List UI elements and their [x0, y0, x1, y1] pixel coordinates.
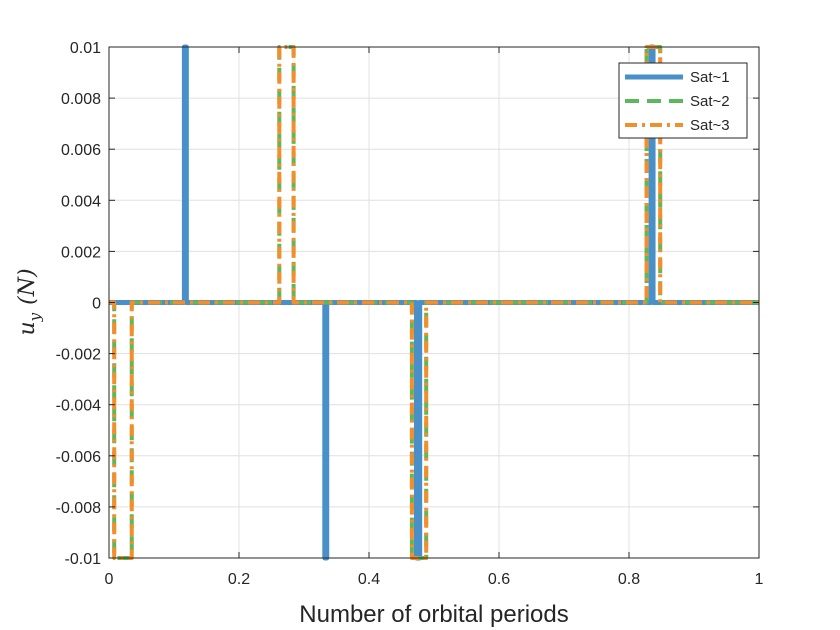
x-tick-label: 0	[105, 571, 114, 588]
legend: Sat~1 Sat~2 Sat~3	[618, 62, 748, 139]
x-tick-label: 0.4	[358, 571, 380, 588]
x-axis-label: Number of orbital periods	[299, 601, 568, 628]
legend-label-sat-1: Sat~1	[690, 69, 730, 86]
y-tick-label: -0.006	[56, 449, 101, 466]
y-tick-label: 0.002	[61, 244, 101, 261]
x-tick-label: 0.2	[228, 571, 250, 588]
legend-label-sat-3: Sat~3	[690, 117, 730, 134]
y-tick-label: -0.008	[56, 500, 101, 517]
y-axis-label-main: u	[15, 321, 40, 335]
x-tick-label: 1	[755, 571, 764, 588]
y-tick-label: 0.008	[61, 91, 101, 108]
y-axis-label-sub: y	[26, 312, 44, 322]
legend-label-sat-2: Sat~2	[690, 93, 730, 110]
y-tick-label: 0.006	[61, 142, 101, 159]
y-tick-label: -0.01	[65, 551, 102, 568]
x-tick-labels: 0 0.2 0.4 0.6 0.8 1	[105, 571, 764, 588]
y-tick-label: 0.004	[61, 193, 101, 210]
y-tick-label: 0	[92, 296, 101, 313]
y-tick-label: 0.01	[70, 40, 101, 57]
x-tick-label: 0.6	[488, 571, 510, 588]
ticks	[108, 46, 760, 559]
y-axis-label-unit: (N)	[15, 268, 40, 304]
svg-text:uy(N): uy (N)	[15, 268, 44, 335]
x-tick-label: 0.8	[618, 571, 640, 588]
y-tick-label: -0.002	[56, 347, 101, 364]
y-tick-labels: 0.01 0.008 0.006 0.004 0.002 0 -0.002 -0.004 -0.…	[56, 40, 101, 568]
y-tick-label: -0.004	[56, 398, 101, 415]
y-axis-label: uy (N)	[15, 268, 44, 335]
